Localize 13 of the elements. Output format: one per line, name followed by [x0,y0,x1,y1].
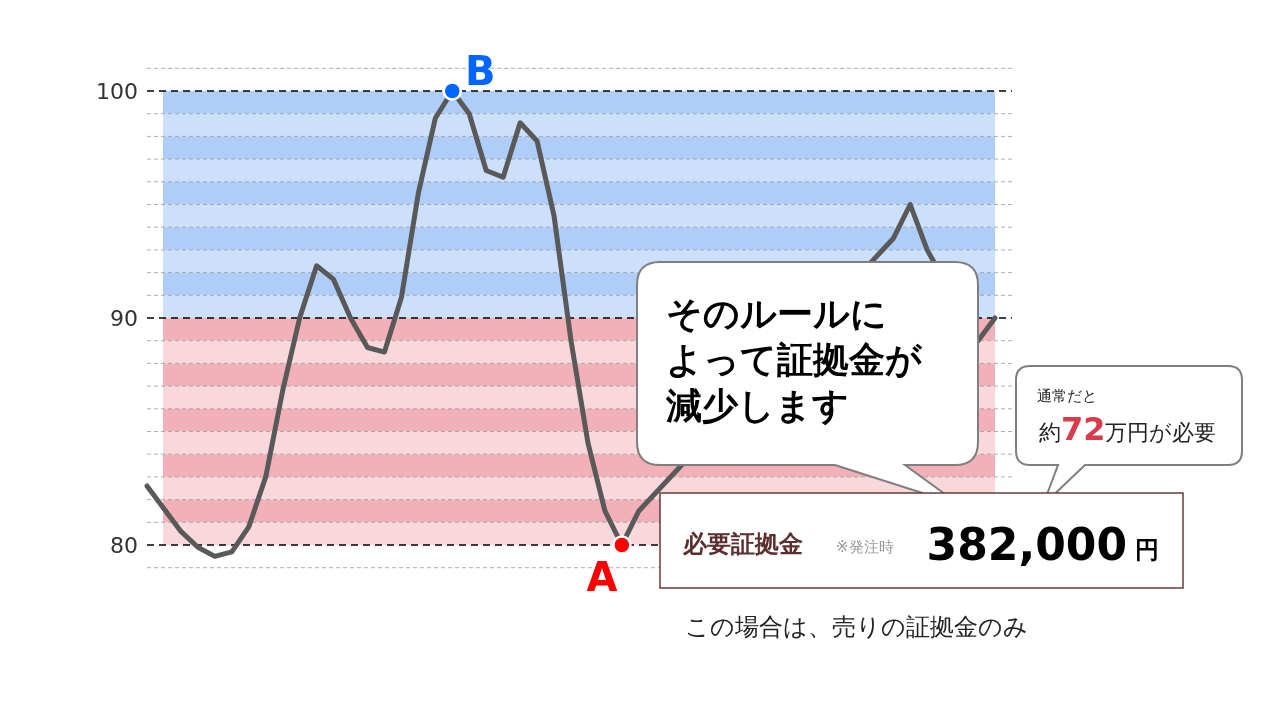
annotation: 382,000 [926,519,1127,570]
text: この場合は、売りの証拠金のみ [685,613,1028,641]
y-tick-label: 80 [110,533,138,558]
annotation: よって証拠金が [666,339,923,380]
annotation: そのルールに [666,293,887,334]
margin-box: 必要証拠金 ※発注時 382,000 円 [659,492,1184,589]
annotation: B [465,48,496,94]
y-tick-label: 100 [96,79,138,104]
annotation: 必要証拠金 [682,530,803,558]
annotation: ※発注時 [836,538,894,556]
annotation: 減少します [665,385,849,426]
annotation: A [586,554,618,600]
y-tick-label: 90 [110,306,138,331]
